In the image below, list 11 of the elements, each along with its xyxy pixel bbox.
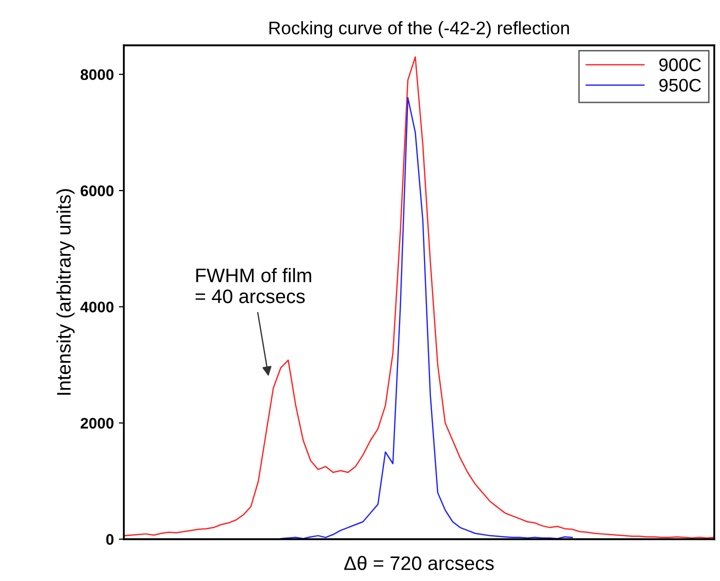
legend-label: 950C	[659, 78, 701, 92]
y-tick-label: 6000	[80, 185, 114, 196]
y-axis-title: Intensity (arbitrary units)	[56, 189, 75, 395]
chart-title: Rocking curve of the (-42-2) reflection	[270, 21, 569, 38]
y-tick-label: 8000	[80, 69, 114, 80]
legend-label: 900C	[659, 58, 701, 72]
y-tick-label: 2000	[80, 418, 114, 429]
x-axis-title: Δθ = 720 arcsecs	[344, 556, 494, 570]
annotation: FWHM of film = 40 arcsecs	[196, 268, 312, 304]
y-tick-label: 0	[106, 534, 114, 545]
y-tick-label: 4000	[80, 302, 114, 312]
